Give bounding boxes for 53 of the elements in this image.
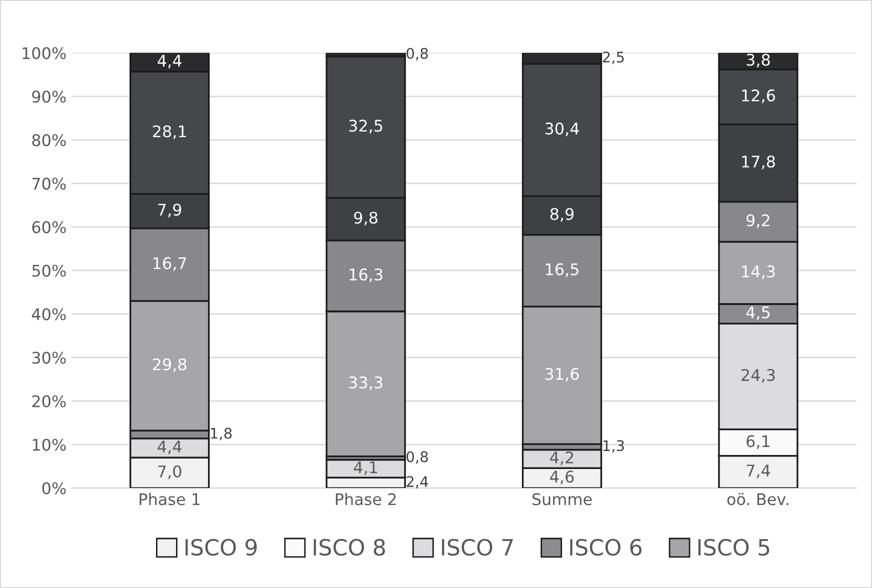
data-label: 4,1 xyxy=(354,461,378,475)
data-label: 9,8 xyxy=(354,212,378,226)
y-tick-label: 70% xyxy=(32,178,66,190)
y-tick-label: 40% xyxy=(32,308,66,320)
data-label: 32,5 xyxy=(349,120,382,134)
data-label: 2,4 xyxy=(406,476,428,489)
data-label: 12,6 xyxy=(742,89,775,104)
x-tick-label: Phase 1 xyxy=(140,492,200,506)
legend-label: ISCO 9 xyxy=(186,538,257,556)
legend-label: ISCO 5 xyxy=(698,538,770,556)
data-label: 0,8 xyxy=(406,451,428,464)
data-label: 1,8 xyxy=(211,428,232,440)
y-tick-label: 20% xyxy=(32,395,66,408)
data-label: 4,2 xyxy=(550,451,574,466)
y-tick-label: 90% xyxy=(32,90,66,103)
data-label: 28,1 xyxy=(152,125,186,140)
y-tick-label: 60% xyxy=(32,221,66,234)
data-label: 30,4 xyxy=(545,122,579,136)
data-label: 16,7 xyxy=(154,257,186,271)
y-tick-label: 100% xyxy=(22,47,66,60)
data-label: 29,8 xyxy=(152,358,186,372)
data-label: 24,3 xyxy=(742,368,775,383)
data-label: 3,8 xyxy=(746,54,770,68)
data-label: 4,5 xyxy=(746,306,770,320)
y-tick-label: 50% xyxy=(32,264,66,277)
legend-label: ISCO 8 xyxy=(314,538,385,556)
data-label: 16,3 xyxy=(350,268,382,282)
data-label: 4,6 xyxy=(550,470,574,484)
data-label: 17,8 xyxy=(742,156,775,170)
data-label: 14,3 xyxy=(742,265,775,280)
legend-label: ISCO 7 xyxy=(442,538,513,556)
data-label: 0,8 xyxy=(406,48,428,60)
data-label: 33,3 xyxy=(349,376,382,390)
data-label: 8,9 xyxy=(550,208,574,222)
data-label: 4,4 xyxy=(158,54,182,68)
data-label: 6,1 xyxy=(746,435,770,449)
data-label: 4,4 xyxy=(158,440,182,454)
y-tick-label: 10% xyxy=(32,438,66,451)
data-label: 16,5 xyxy=(546,263,578,277)
data-label: 1,3 xyxy=(603,440,624,453)
x-tick-label: Summe xyxy=(532,493,592,506)
y-tick-label: 30% xyxy=(32,352,66,364)
y-tick-label: 0% xyxy=(42,482,66,494)
data-label: 7,9 xyxy=(158,204,182,218)
x-tick-label: oö. Bev. xyxy=(727,492,788,506)
legend-label: ISCO 6 xyxy=(570,538,642,556)
data-label: 31,6 xyxy=(545,368,579,382)
data-label: 9,2 xyxy=(746,214,770,228)
x-tick-label: Phase 2 xyxy=(336,492,396,506)
data-label: 7,4 xyxy=(746,464,770,478)
data-label: 2,5 xyxy=(602,52,624,64)
y-tick-label: 80% xyxy=(32,134,66,146)
data-label: 7,0 xyxy=(158,465,182,480)
